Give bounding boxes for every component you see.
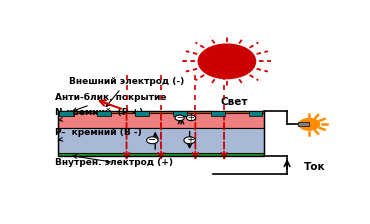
Bar — [173, 111, 187, 116]
Circle shape — [198, 44, 256, 79]
Bar — [58, 110, 264, 113]
Bar — [58, 128, 264, 153]
Text: −: − — [176, 113, 183, 122]
Bar — [60, 111, 73, 116]
Text: Ток: Ток — [303, 162, 325, 172]
Bar — [249, 111, 262, 116]
Circle shape — [298, 118, 320, 131]
Bar — [58, 153, 264, 156]
Text: Свет: Свет — [220, 97, 248, 107]
Circle shape — [175, 115, 184, 121]
Text: Внешний электрод (-): Внешний электрод (-) — [69, 77, 184, 107]
Bar — [58, 113, 264, 128]
Text: Внутрен. электрод (+): Внутрен. электрод (+) — [55, 155, 173, 167]
Text: Анти-блик. покрытие: Анти-блик. покрытие — [55, 93, 167, 111]
Text: Р-  кремний (В -): Р- кремний (В -) — [55, 128, 142, 141]
Text: N-кремний  (Р +): N-кремний (Р +) — [55, 108, 143, 121]
Bar — [298, 122, 309, 126]
Circle shape — [186, 115, 196, 121]
Bar — [211, 111, 225, 116]
Text: +: + — [186, 135, 194, 145]
Circle shape — [184, 137, 195, 144]
Bar — [97, 111, 111, 116]
Circle shape — [147, 137, 158, 144]
Text: +: + — [188, 113, 195, 122]
Bar — [135, 111, 149, 116]
Bar — [58, 110, 264, 156]
Text: −: − — [148, 135, 157, 145]
